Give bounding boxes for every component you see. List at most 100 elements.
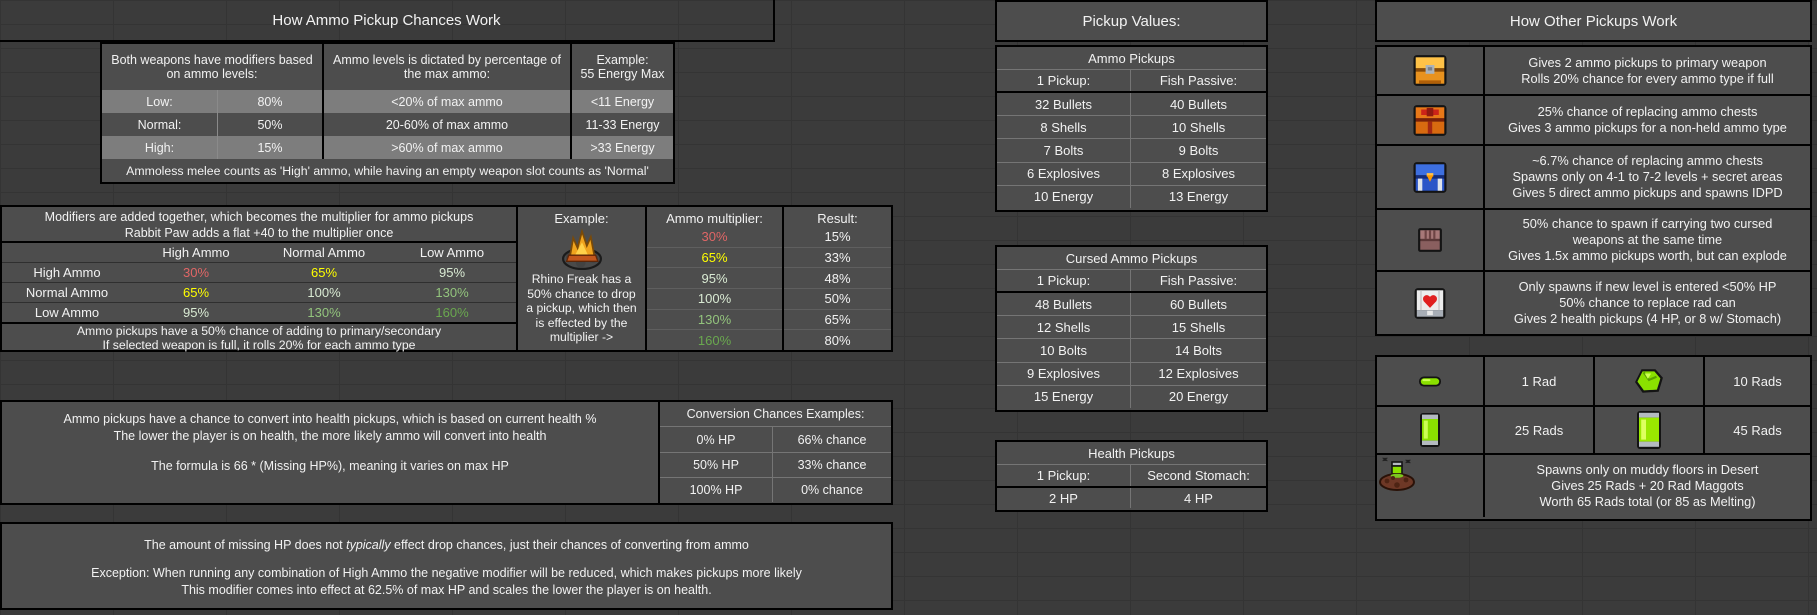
multiplier-matrix-area: Modifiers are added together, which beco… <box>2 207 516 352</box>
cell: 13 Energy <box>1168 189 1229 205</box>
rad-value-label: 25 Rads <box>1485 407 1595 453</box>
conversion-text: Ammo pickups have a chance to convert in… <box>2 402 658 503</box>
ammo-chest-icon <box>1413 55 1447 86</box>
rad-pill-icon <box>1419 376 1441 386</box>
example-column-header: Example: <box>554 211 609 226</box>
example-header-line1: Example: <box>596 53 649 67</box>
row-value: 50% <box>217 113 322 136</box>
col1-header: 1 Pickup: <box>997 270 1131 291</box>
cursed-chest-icon <box>1418 228 1442 252</box>
description-line: Gives 2 ammo pickups to primary weapon <box>1528 54 1767 70</box>
matrix-cell: 100% <box>307 285 341 300</box>
matrix-cell: 95% <box>182 305 210 320</box>
hp-value: 0% HP <box>660 427 773 452</box>
table-subheader: 1 Pickup: Second Stomach: <box>997 465 1266 488</box>
rad-value-label: 10 Rads <box>1733 373 1782 389</box>
description-line: Gives 5 direct ammo pickups and spawns I… <box>1512 185 1783 200</box>
pickup-row-cursed-chest: 50% chance to spawn if carrying two curs… <box>1377 208 1810 270</box>
cell: 48 Bullets <box>997 293 1131 316</box>
matrix-row: Normal Ammo 65% 100% 130% <box>2 282 516 302</box>
chance-value: 33% chance <box>797 458 867 472</box>
desert-rad-description: Spawns only on muddy floors in Desert Gi… <box>1485 455 1810 517</box>
multiplier-intro: Modifiers are added together, which beco… <box>2 207 516 241</box>
cell: 60 Bullets <box>1169 296 1228 312</box>
table-title: Health Pickups <box>997 442 1266 465</box>
intro-line: Rabbit Paw adds a flat +40 to the multip… <box>124 226 394 240</box>
icon-cell <box>1377 357 1485 405</box>
pickup-description: 50% chance to spawn if carrying two curs… <box>1485 210 1810 270</box>
rhino-freak-sprite <box>518 227 645 271</box>
table-subheader: 1 Pickup: Fish Passive: <box>997 270 1266 293</box>
row-value: 15% <box>217 136 322 159</box>
pickup-note: Ammo pickups have a 50% chance of adding… <box>2 322 516 352</box>
conversion-line: Ammo pickups have a chance to convert in… <box>63 412 597 426</box>
table-row-high: High: 15% >60% of max ammo >33 Energy <box>102 136 673 159</box>
note-line: If selected weapon is full, it rolls 20%… <box>102 337 416 352</box>
rad-canister-icon <box>1420 413 1440 447</box>
left-title: How Ammo Pickup Chances Work <box>0 0 775 42</box>
ammo-pickups-table: Ammo Pickups 1 Pickup: Fish Passive: 32 … <box>995 45 1268 212</box>
caption-line: is effected by the <box>535 315 628 330</box>
conversion-example-row: 100% HP 0% chance <box>660 477 891 502</box>
cell: 8 Explosives <box>1162 166 1235 182</box>
icon-cell <box>1595 357 1705 405</box>
col1-header: 1 Pickup: <box>997 70 1131 91</box>
matrix-header-row: High Ammo Normal Ammo Low Ammo <box>2 243 516 262</box>
health-pickups-table: Health Pickups 1 Pickup: Second Stomach:… <box>995 440 1268 512</box>
table-row: 9 Explosives 12 Explosives <box>997 361 1266 385</box>
description-line: Gives 25 Rads + 20 Rad Maggots <box>1551 478 1744 493</box>
icon-cell <box>1377 210 1485 270</box>
rad-value-label: 45 Rads <box>1733 422 1782 438</box>
table-header-row: Both weapons have modifiers based on amm… <box>102 44 673 90</box>
icon-cell <box>1377 47 1485 94</box>
rad-row: 25 Rads 45 Rads <box>1377 405 1810 453</box>
idpd-chest-icon <box>1413 161 1447 193</box>
matrix-col-header: High Ammo <box>162 245 230 260</box>
description-line: Gives 3 ammo pickups for a non-held ammo… <box>1508 120 1787 135</box>
conversion-examples: Conversion Chances Examples: 0% HP 66% c… <box>658 402 891 503</box>
pickup-values-title: Pickup Values: <box>995 0 1268 42</box>
icon-cell <box>1377 455 1485 517</box>
intro-line: Modifiers are added together, which beco… <box>44 210 474 224</box>
row-range: >60% of max ammo <box>322 136 570 159</box>
conversion-example-row: 50% HP 33% chance <box>660 452 891 477</box>
footer-notes-section: The amount of missing HP does not typica… <box>0 522 893 610</box>
matrix-row: Low Ammo 95% 130% 160% <box>2 302 516 322</box>
result-column-header: Result: <box>817 211 858 226</box>
pickup-row-weapon-chest: 25% chance of replacing ammo chests Give… <box>1377 94 1810 144</box>
icon-cell <box>1377 272 1485 334</box>
matrix-col-header: Low Ammo <box>419 245 485 260</box>
health-chest-icon <box>1414 287 1446 319</box>
rad-row: 1 Rad 10 Rads <box>1377 357 1810 405</box>
big-rad-canister-icon <box>1637 411 1661 449</box>
caption-line: a pickup, which then <box>526 301 637 316</box>
caption-line: multiplier -> <box>549 330 614 345</box>
conversion-section: Ammo pickups have a chance to convert in… <box>0 400 893 505</box>
row-label: Low: <box>146 94 173 109</box>
hp-value: 100% HP <box>660 478 773 502</box>
result-column: Result: 15% 33% 48% 50% 65% 80% <box>782 207 891 350</box>
cell: 9 Explosives <box>997 362 1131 385</box>
table-title: Cursed Ammo Pickups <box>997 247 1266 270</box>
table-subheader: 1 Pickup: Fish Passive: <box>997 70 1266 93</box>
cell: 8 Shells <box>997 116 1131 139</box>
row-label: Normal: <box>137 117 182 132</box>
matrix-cell: 30% <box>182 265 210 280</box>
row-example: >33 Energy <box>570 136 673 159</box>
example-header: Example: 55 Energy Max <box>570 44 673 90</box>
multiplier-column-header: Ammo multiplier: <box>666 211 763 226</box>
table-footnote: Ammoless melee counts as 'High' ammo, wh… <box>102 159 673 182</box>
matrix-row-header: High Ammo <box>33 265 101 280</box>
multiplier-value: 30% <box>701 229 728 245</box>
cell: 32 Bullets <box>997 93 1131 116</box>
ammo-multiplier-column: Ammo multiplier: 30% 65% 95% 100% 130% 1… <box>645 207 782 350</box>
row-label: High: <box>144 140 175 155</box>
description-line: Spawns only on 4-1 to 7-2 levels + secre… <box>1512 169 1783 184</box>
cell: 9 Bolts <box>1178 143 1219 158</box>
table-row: 6 Explosives 8 Explosives <box>997 161 1266 185</box>
table-row: 48 Bullets 60 Bullets <box>997 293 1266 316</box>
footer-line1: The amount of missing HP does not typica… <box>2 537 891 553</box>
result-value: 80% <box>784 329 891 350</box>
matrix-cell: 160% <box>435 305 469 320</box>
